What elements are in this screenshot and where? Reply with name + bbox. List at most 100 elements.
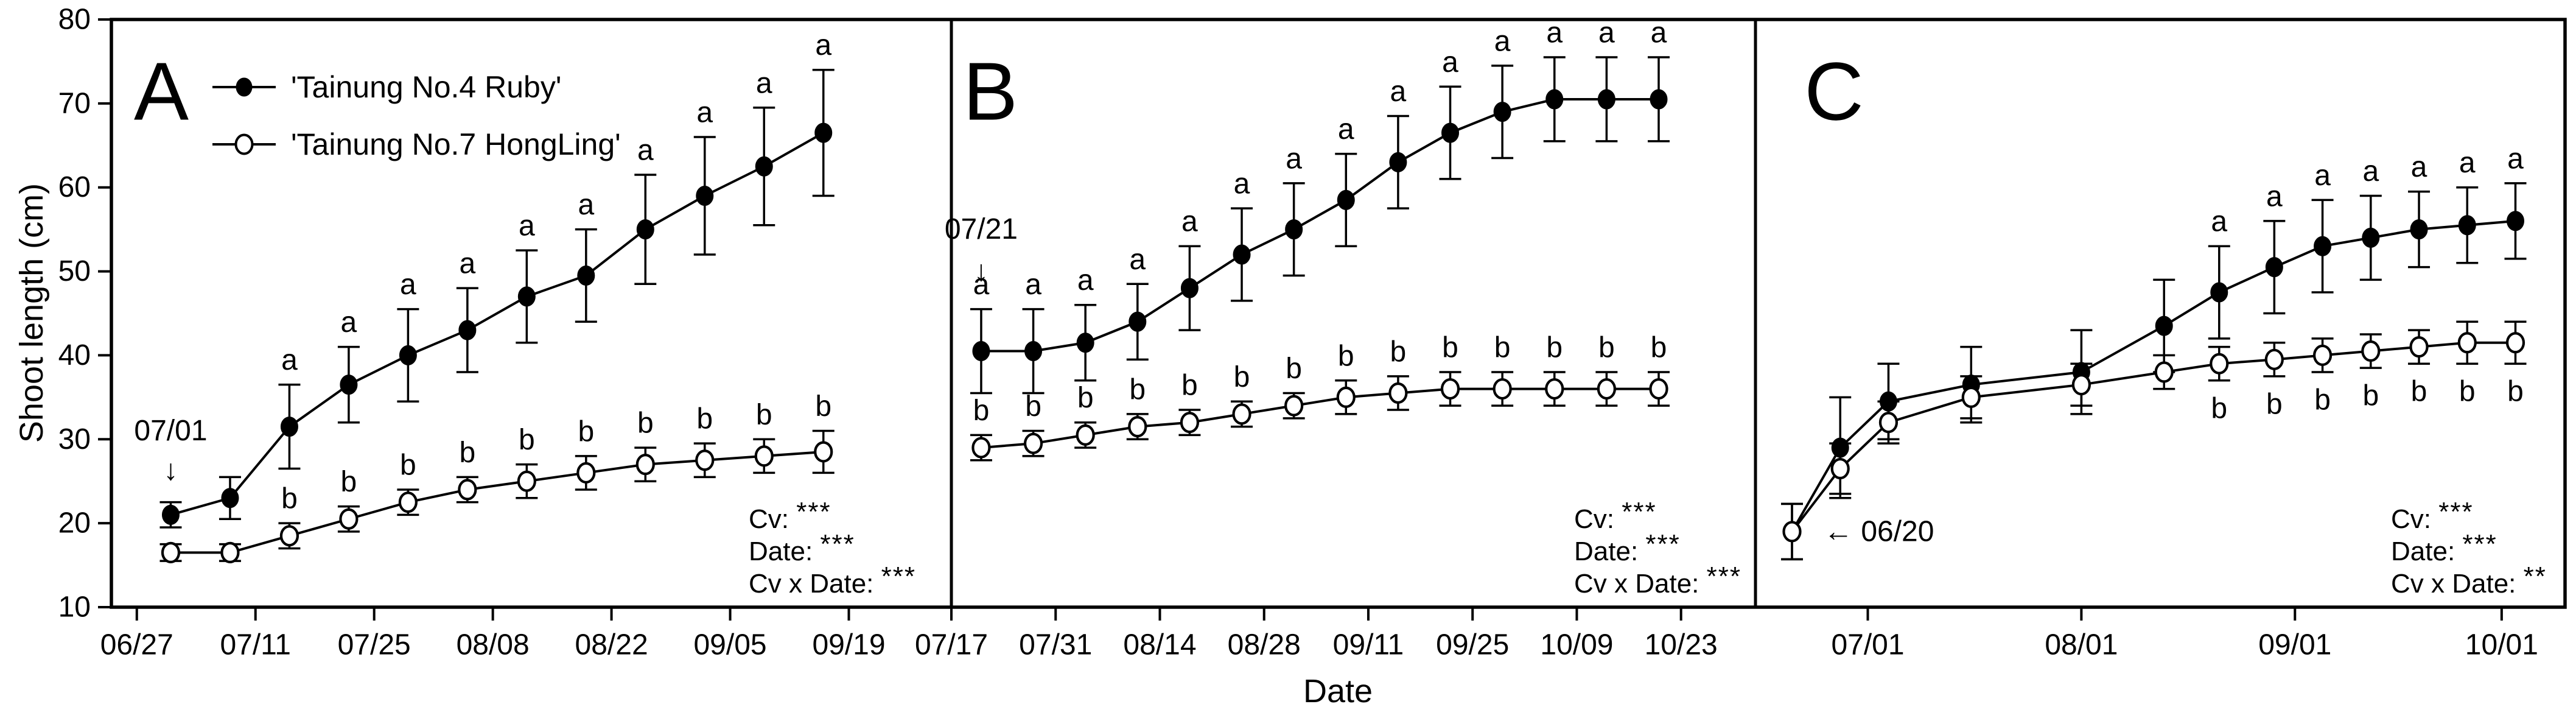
filled-circle-marker <box>2410 219 2428 240</box>
significance-letter: a <box>2266 180 2283 213</box>
filled-circle-marker <box>2507 211 2525 231</box>
panel-label-b: B <box>962 45 1018 138</box>
significance-letter: b <box>1234 361 1250 393</box>
significance-letter: b <box>1286 353 1302 385</box>
filled-circle-marker <box>755 156 773 177</box>
filled-circle-marker <box>972 341 990 362</box>
y-tick-label: 60 <box>58 171 91 203</box>
filled-circle-marker <box>1233 244 1251 265</box>
significance-letter: b <box>2266 388 2283 420</box>
filled-circle-marker <box>2362 227 2380 248</box>
series-line <box>981 97 1659 353</box>
significance-letter: a <box>973 269 990 301</box>
stats-line: Cv: *** <box>1574 496 1657 534</box>
significance-letter: a <box>637 135 654 167</box>
x-tick-label: 10/01 <box>2465 629 2538 661</box>
filled-circle-marker <box>1285 219 1303 240</box>
significance-letter: a <box>460 248 476 280</box>
significance-letter: a <box>1077 264 1094 297</box>
significance-letter: a <box>1338 113 1354 146</box>
significance-letter: a <box>2411 151 2427 183</box>
open-circle-marker <box>695 449 715 471</box>
significance-letter: b <box>2459 376 2476 408</box>
open-circle-marker <box>1961 386 1981 408</box>
y-tick-label: 30 <box>58 423 91 456</box>
down-arrow-icon: ↓ <box>974 255 989 287</box>
stats-line: Date: *** <box>749 529 855 566</box>
open-circle-marker <box>1076 424 1095 446</box>
x-tick-label: 09/11 <box>1333 629 1404 661</box>
open-circle-marker <box>279 525 299 547</box>
significance-letter: b <box>815 390 831 423</box>
y-tick-label: 20 <box>58 507 91 540</box>
open-circle-marker <box>814 441 833 463</box>
open-circle-marker <box>1878 412 1899 434</box>
y-axis-title: Shoot length (cm) <box>13 183 50 443</box>
significance-letter: a <box>341 306 357 339</box>
plot-frame <box>110 18 2567 609</box>
significance-letter: b <box>696 403 713 435</box>
significance-letter: a <box>2362 155 2379 188</box>
filled-circle-marker <box>1180 278 1199 298</box>
legend-label-ruby: 'Tainung No.4 Ruby' <box>291 70 562 104</box>
significance-letter: b <box>1077 382 1094 414</box>
x-axis-title: Date <box>1303 673 1373 709</box>
open-circle-marker <box>161 541 181 563</box>
x-tick-label: 08/22 <box>575 629 648 661</box>
filled-circle-marker <box>696 186 714 206</box>
series-hongling <box>1780 320 2527 561</box>
filled-circle-marker <box>1389 152 1407 172</box>
significance-letter: b <box>637 407 654 440</box>
open-circle-marker <box>339 508 359 530</box>
x-tick-label: 08/28 <box>1228 629 1301 661</box>
x-tick-label: 07/01 <box>1831 629 1904 661</box>
annotation-date-text: 07/21 <box>945 213 1018 245</box>
significance-letter: a <box>1129 244 1146 276</box>
stats-line: Cv: *** <box>2391 496 2474 534</box>
filled-circle-marker <box>1076 333 1094 353</box>
significance-letter: b <box>1494 332 1511 364</box>
filled-circle-marker <box>814 122 833 143</box>
open-circle-marker <box>1830 457 1850 480</box>
significance-letter: b <box>281 483 298 515</box>
stats-block-panel-a: Cv: *** Date: *** Cv x Date: *** <box>749 497 916 600</box>
significance-letter: b <box>460 437 476 469</box>
significance-letter: b <box>1181 370 1198 402</box>
filled-circle-marker <box>2265 257 2283 278</box>
significance-letter: a <box>1390 76 1407 108</box>
significance-letter: b <box>1129 373 1146 406</box>
significance-letter: b <box>1546 332 1563 364</box>
x-tick-label: 09/01 <box>2258 629 2331 661</box>
open-circle-marker <box>971 437 991 459</box>
filled-circle-marker <box>2210 282 2228 303</box>
significance-letter: b <box>756 399 772 431</box>
series-line <box>170 450 824 554</box>
series-ruby <box>159 68 835 529</box>
legend-label-hongling: 'Tainung No.7 HongLing' <box>291 127 621 161</box>
legend-row-ruby: 'Tainung No.4 Ruby' <box>211 70 621 104</box>
open-circle-marker <box>2264 348 2284 370</box>
filled-circle-marker <box>1650 89 1668 110</box>
y-tick-label: 40 <box>58 339 91 371</box>
filled-circle-marker <box>577 265 595 286</box>
open-circle-marker <box>754 445 774 467</box>
series-hongling <box>159 429 835 563</box>
stats-line: Cv x Date: *** <box>749 561 916 599</box>
open-circle-marker <box>220 541 240 563</box>
filled-circle-marker <box>1597 89 1615 110</box>
open-circle-marker <box>1388 382 1408 404</box>
significance-letter: a <box>1181 206 1198 238</box>
open-circle-marker <box>1128 416 1147 438</box>
filled-circle-marker <box>1493 102 1511 122</box>
filled-circle-marker <box>280 417 298 437</box>
x-tick-label: 10/09 <box>1540 629 1613 661</box>
stats-line: Date: *** <box>2391 529 2497 566</box>
y-tick-label: 50 <box>58 255 91 287</box>
open-circle-marker <box>1440 378 1460 400</box>
open-circle-marker <box>1336 386 1356 408</box>
down-arrow-icon: ↓ <box>163 454 178 487</box>
x-tick-label: 08/08 <box>457 629 530 661</box>
x-tick-label: 08/14 <box>1123 629 1196 661</box>
open-circle-marker <box>2457 332 2477 354</box>
